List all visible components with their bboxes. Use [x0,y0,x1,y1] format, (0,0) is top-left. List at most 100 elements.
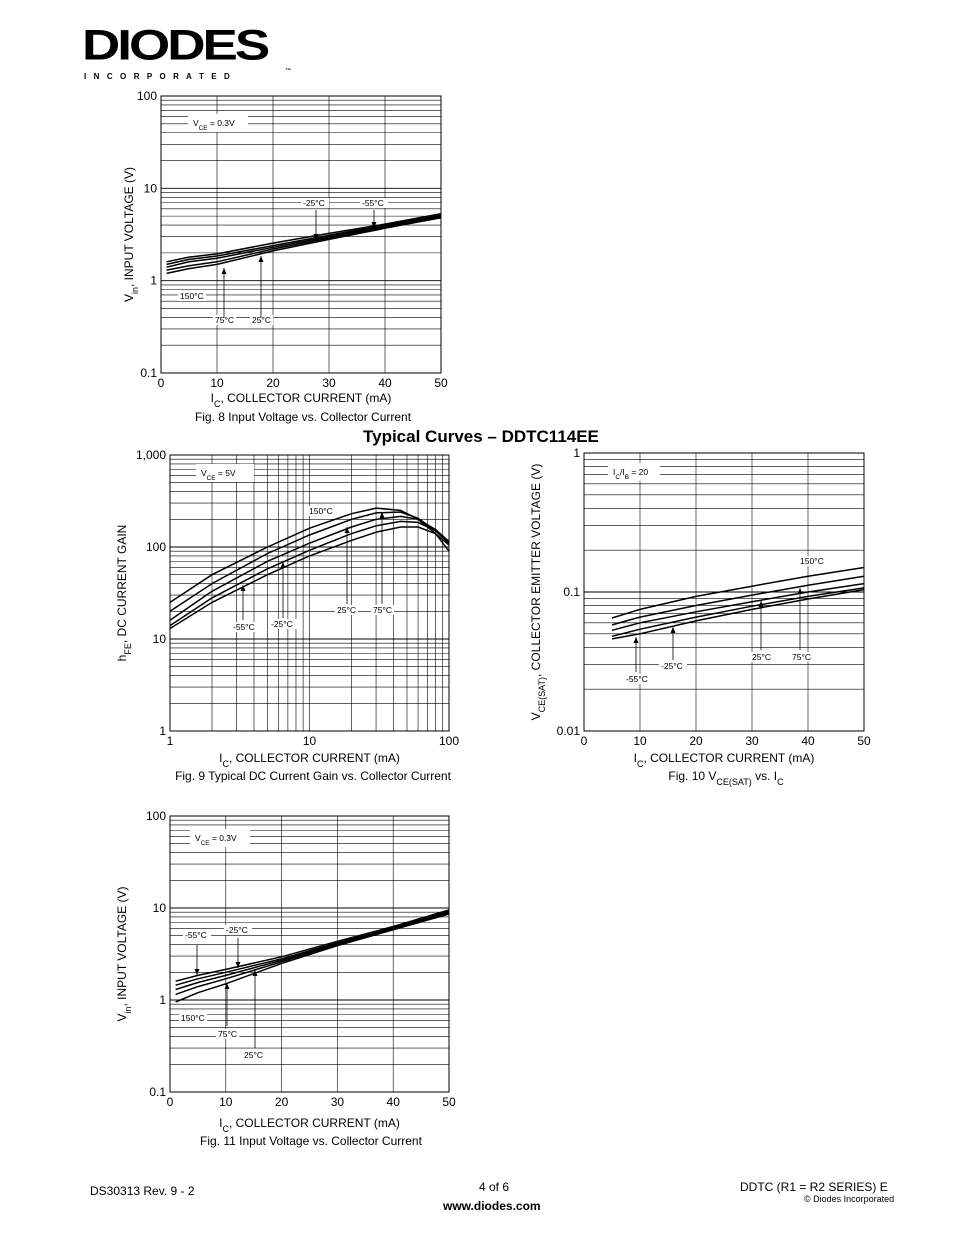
fig10-plot-frame [583,452,865,732]
fig10-x-axis-label: IC, COLLECTOR CURRENT (mA) [634,751,815,769]
page-number: 4 of 6 [479,1180,510,1194]
series-label-bg [178,291,206,301]
fig11-series-line-1 [175,913,450,1003]
fig9-series-label: -55°C [233,622,255,632]
fig9-y-tick-label: 1,000 [136,448,166,462]
fig11-series-label: 150°C [181,1013,205,1023]
fig11-series-label: 75°C [218,1029,237,1039]
fig10-series-line-2 [611,575,865,626]
fig8-y-tick-label: 0.1 [140,366,157,380]
fig9-caption: Fig. 9 Typical DC Current Gain vs. Colle… [175,769,452,783]
fig10-series-label: -55°C [626,674,648,684]
fig9-series-label: 25°C [337,605,356,615]
fig10-series-label: 75°C [792,652,811,662]
website-link[interactable]: www.diodes.com [443,1199,541,1213]
fig8-condition-box [188,114,248,132]
series-label-bg [216,1029,240,1039]
series-label-bg [213,315,237,325]
fig11-series-label: -55°C [185,930,207,940]
fig8-y-tick-label: 10 [144,181,158,195]
fig10-y-tick-label: 0.01 [557,724,581,738]
fig8-y-tick-label: 100 [137,89,157,103]
fig11-plot-frame [169,815,450,1093]
fig10-x-tick-label: 30 [745,734,759,748]
fig10-caption: Fig. 10 VCE(SAT) vs. IC [668,769,784,787]
fig8-caption: Fig. 8 Input Voltage vs. Collector Curre… [195,410,412,424]
series-label-bg [231,622,259,632]
leader-arrow [235,962,241,968]
fig8-y-tick-label: 1 [150,274,157,288]
series-label-bg [307,506,335,516]
fig10-x-tick-label: 40 [801,734,815,748]
fig11-series-line-5 [175,909,450,982]
fig9-x-axis-label: IC, COLLECTOR CURRENT (mA) [219,751,400,769]
leader-arrow [313,234,319,240]
series-label-bg [790,652,814,662]
fig11-y-axis-label: Vin, INPUT VOLTAGE (V) [115,886,133,1021]
fig8-x-tick-label: 10 [210,376,224,390]
series-label-bg [269,619,297,629]
fig8-series-label: 75°C [215,315,234,325]
series-label-bg [242,1050,266,1060]
fig8-series-label: -55°C [362,198,384,208]
fig9-x-tick-label: 10 [303,734,317,748]
fig11-x-tick-label: 40 [387,1095,401,1109]
fig10-condition-label: IC/IB = 20 [613,467,648,481]
fig11-caption: Fig. 11 Input Voltage vs. Collector Curr… [200,1134,423,1148]
fig11-x-tick-label: 50 [442,1095,456,1109]
leader-arrow [240,585,246,591]
fig8-x-tick-label: 30 [322,376,336,390]
series-label-bg [250,315,274,325]
fig9-series-line-4 [169,520,450,627]
leader-arrow [797,588,803,594]
leader-arrow [221,268,227,274]
fig10-condition-box [608,463,660,481]
fig10-series-line-1 [611,566,865,619]
fig9-condition-box [196,464,254,482]
series-label-bg [798,556,826,566]
fig11-x-tick-label: 30 [331,1095,345,1109]
fig10-x-tick-label: 50 [857,734,871,748]
series-label-bg [360,198,388,208]
fig8-x-tick-label: 20 [266,376,280,390]
fig9-series-line-5 [169,526,450,630]
fig11-condition-box [190,829,250,847]
fig10-x-tick-label: 20 [689,734,703,748]
fig8-series-label: 150°C [180,291,204,301]
fig10-x-tick-label: 10 [633,734,647,748]
product-series: DDTC (R1 = R2 SERIES) E [740,1180,888,1194]
fig9-condition-label: VCE = 5V [201,468,236,482]
fig11-y-tick-label: 100 [146,809,166,823]
fig11-x-tick-label: 0 [167,1095,174,1109]
fig8-plot-frame [160,95,442,374]
fig9-x-tick-label: 100 [439,734,459,748]
fig8-y-axis-label: Vin, INPUT VOLTAGE (V) [122,167,140,302]
leader-arrow [280,562,286,568]
leader-arrow [371,222,377,228]
doc-number: DS30313 Rev. 9 - 2 [90,1184,195,1198]
series-label-bg [183,930,211,940]
fig9-series-line-3 [169,515,450,621]
fig8-x-tick-label: 50 [434,376,448,390]
leader-arrow [252,970,258,976]
logo-trademark: ™ [285,68,291,74]
leader-arrow [258,256,264,262]
series-label-bg [624,674,652,684]
fig10-series-label: -25°C [661,661,683,671]
fig8-series-line-4 [166,214,442,266]
series-label-bg [371,605,395,615]
fig9-y-axis-label: hFE, DC CURRENT GAIN [115,525,133,662]
fig11-y-tick-label: 1 [159,993,166,1007]
fig11-series-label: -25°C [226,925,248,935]
leader-arrow [379,512,385,518]
fig10-series-line-4 [611,587,865,638]
fig11-y-tick-label: 10 [153,901,167,915]
fig9-x-tick-label: 1 [167,734,174,748]
fig8-x-tick-label: 40 [378,376,392,390]
fig11-x-axis-label: IC, COLLECTOR CURRENT (mA) [219,1116,400,1134]
fig10-y-axis-label: VCE(SAT), COLLECTOR EMITTER VOLTAGE (V) [529,464,547,721]
fig9-series-label: -25°C [271,619,293,629]
series-label-bg [659,661,687,671]
